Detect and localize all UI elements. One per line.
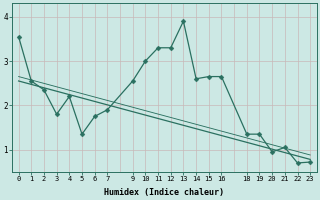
X-axis label: Humidex (Indice chaleur): Humidex (Indice chaleur) — [104, 188, 224, 197]
